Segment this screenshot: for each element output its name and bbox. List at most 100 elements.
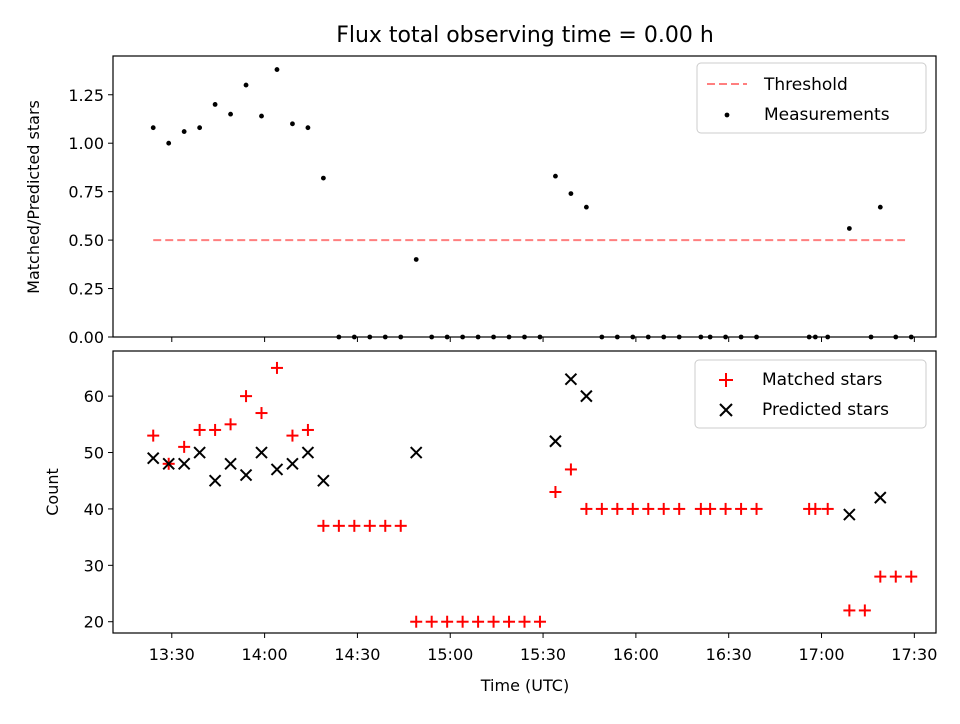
matched-star-point: [425, 615, 438, 628]
top-y-tick-label: 0.75: [68, 183, 104, 202]
bottom-y-tick-label: 30: [84, 556, 104, 575]
predicted-star-point: [193, 446, 206, 459]
x-tick-label: 15:30: [520, 645, 566, 664]
matched-star-point: [456, 615, 469, 628]
measurement-point: [444, 334, 450, 340]
predicted-star-point: [270, 463, 284, 476]
matched-star-point: [209, 423, 222, 436]
measurement-point: [475, 334, 481, 340]
measurement-point: [812, 334, 818, 340]
measurement-point: [825, 334, 831, 340]
measurement-point: [698, 334, 704, 340]
predicted-star-point: [843, 508, 856, 521]
predicted-star-point: [410, 446, 423, 459]
measurement-point: [491, 334, 496, 340]
measurement-point: [723, 334, 729, 340]
measurement-point: [305, 125, 311, 131]
measurement-point: [614, 334, 620, 340]
bottom-y-tick-label: 60: [84, 387, 104, 406]
x-tick-label: 13:30: [149, 645, 195, 664]
top-y-tick-label: 0.25: [68, 280, 104, 299]
matched-star-point: [719, 502, 732, 515]
matched-star-point: [843, 604, 856, 617]
bottom-legend: Matched stars Predicted stars: [694, 359, 927, 429]
measurement-point: [413, 257, 419, 262]
x-tick-label: 16:30: [706, 645, 752, 664]
measurement-point: [630, 334, 636, 340]
measurement-point: [274, 67, 280, 72]
measurement-point: [754, 334, 759, 340]
measurement-point: [568, 191, 574, 196]
matched-star-point: [255, 407, 268, 420]
bottom-y-ticks: 20 30 40 50 60: [84, 387, 113, 632]
top-y-axis-label: Matched/Predicted stars: [24, 100, 43, 294]
bottom-plot-marks: [147, 361, 918, 628]
measurement-point: [661, 334, 667, 340]
bottom-y-axis-label: Count: [43, 468, 62, 516]
top-y-tick-label: 1.25: [68, 86, 104, 105]
measurement-point: [676, 334, 682, 340]
x-tick-label: 15:00: [427, 645, 473, 664]
measurement-point: [228, 111, 233, 117]
measurement-point: [908, 334, 914, 340]
x-tick-label: 14:00: [242, 645, 288, 664]
matched-star-point: [147, 429, 160, 442]
matched-star-point: [317, 519, 330, 532]
predicted-star-point: [564, 372, 578, 386]
predicted-star-point: [255, 446, 268, 459]
matched-star-point: [889, 570, 902, 583]
legend-threshold-label: Threshold: [763, 75, 848, 95]
matched-star-point: [564, 463, 577, 476]
matched-star-point: [611, 502, 624, 515]
matched-star-point: [580, 502, 593, 515]
matched-star-point: [642, 502, 655, 515]
top-y-tick-label: 0.00: [68, 328, 104, 347]
bottom-x-ticks: 13:30 14:00 14:30 15:00 15:30 16:00 16:30 17:00…: [149, 633, 937, 664]
top-axes: 0.00 0.25 0.50 0.75 1.00 1.25 Matched/Predict…: [24, 55, 937, 347]
matched-star-point: [363, 519, 376, 532]
measurement-point: [522, 334, 527, 340]
matched-star-point: [750, 502, 763, 515]
predicted-star-point: [208, 474, 222, 487]
measurement-point: [336, 334, 342, 340]
matched-star-point: [704, 502, 717, 515]
top-y-tick-label: 1.00: [68, 134, 104, 153]
predicted-star-point: [874, 491, 887, 504]
matched-star-point: [874, 570, 887, 583]
matched-star-point: [301, 423, 314, 436]
measurement-point: [243, 82, 249, 88]
bottom-y-tick-label: 50: [84, 444, 104, 463]
legend-matched-label: Matched stars: [762, 370, 882, 390]
measurement-point: [868, 334, 874, 340]
matched-star-point: [503, 615, 516, 628]
predicted-star-point: [162, 457, 175, 471]
predicted-star-point: [147, 451, 160, 465]
measurement-point: [877, 204, 883, 210]
legend-predicted-swatch: [719, 403, 733, 417]
x-tick-label: 14:30: [334, 645, 380, 664]
measurement-point: [351, 334, 357, 340]
measurement-point: [367, 334, 373, 340]
measurement-point: [181, 129, 187, 134]
legend-measurements-swatch: [724, 112, 730, 118]
matched-star-point: [193, 423, 206, 436]
top-x-ticks: [171, 337, 915, 342]
top-legend: Threshold Measurements: [696, 62, 927, 134]
measurement-point: [645, 334, 651, 340]
top-y-ticks: 0.00 0.25 0.50 0.75 1.00 1.25: [68, 86, 113, 347]
top-y-tick-label: 0.50: [68, 231, 104, 250]
top-plot-marks: [150, 67, 914, 340]
measurement-point: [320, 175, 326, 181]
matched-star-point: [735, 502, 748, 515]
matched-star-point: [286, 429, 299, 442]
x-axis-label: Time (UTC): [480, 676, 569, 695]
measurement-point: [429, 334, 435, 340]
matched-star-point: [410, 615, 423, 628]
predicted-star-point: [239, 468, 253, 482]
matched-star-point: [533, 615, 546, 628]
bottom-y-tick-label: 20: [84, 613, 104, 632]
x-tick-label: 17:30: [891, 645, 937, 664]
measurement-point: [212, 102, 218, 107]
matched-star-point: [270, 361, 283, 374]
